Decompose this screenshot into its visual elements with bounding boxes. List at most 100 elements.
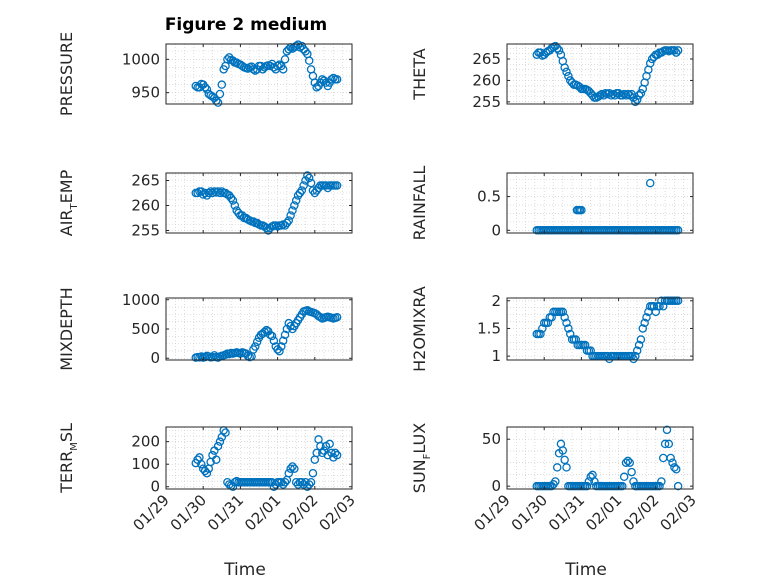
data-point [673, 226, 683, 235]
data-point [317, 448, 327, 458]
series-markers [191, 426, 342, 491]
data-point [278, 336, 288, 345]
data-point [312, 448, 321, 458]
data-point [636, 89, 646, 98]
data-point [284, 216, 294, 225]
y-axis-label: RAINFALL [410, 166, 429, 241]
data-point [215, 89, 225, 99]
y-tick-label: 950 [131, 84, 160, 102]
data-point [267, 331, 277, 341]
y-tick-label: 265 [472, 50, 501, 68]
data-point [606, 91, 616, 100]
data-point [666, 453, 675, 463]
subplot-6: 1 1.5 2 H2OMIXRA [410, 286, 694, 372]
y-tick-label: 0 [491, 221, 501, 239]
data-point [632, 95, 642, 104]
data-point [211, 455, 221, 464]
data-point [213, 98, 223, 107]
data-point [306, 178, 316, 188]
axes-box [165, 426, 353, 490]
subplot-5: 0 500 1000 MIXDEPTH [57, 287, 353, 371]
y-tick-label: 260 [472, 71, 501, 89]
data-point [228, 196, 238, 205]
grid [506, 298, 694, 360]
data-point [552, 463, 562, 472]
data-point [286, 211, 295, 220]
data-point [562, 67, 571, 77]
data-point [303, 171, 312, 180]
grid [506, 173, 694, 233]
y-axis-label: SUNFLUX [410, 423, 433, 493]
data-point [202, 468, 212, 478]
data-point [551, 477, 560, 486]
y-tick-label: 1000 [122, 50, 160, 68]
data-point [668, 458, 677, 467]
axes-box [506, 426, 694, 490]
data-point [304, 480, 314, 489]
data-point [621, 458, 631, 467]
data-point [655, 302, 664, 311]
data-point [280, 330, 290, 340]
data-point [306, 477, 316, 487]
y-axis-label: THETA [410, 48, 429, 100]
y-tick-label: 2 [491, 292, 501, 310]
data-point [197, 459, 206, 469]
data-point [277, 477, 286, 487]
data-point [327, 75, 336, 84]
data-point [657, 477, 666, 486]
series-markers [532, 178, 683, 235]
data-point [558, 307, 568, 317]
data-point [269, 336, 279, 345]
data-point [660, 439, 670, 449]
y-tick-label: 100 [131, 455, 160, 473]
data-point [664, 439, 674, 449]
data-point [226, 193, 236, 203]
data-point [649, 302, 659, 311]
data-point [631, 97, 640, 107]
data-point [288, 462, 297, 471]
data-point [304, 173, 314, 183]
grid [165, 44, 353, 104]
grid [165, 298, 353, 360]
data-point [332, 313, 342, 322]
x-axis-label: Time [564, 560, 607, 580]
data-point [299, 181, 308, 190]
data-point [584, 477, 594, 486]
series-markers [191, 306, 342, 362]
axes-box [165, 172, 353, 234]
data-point [564, 324, 573, 333]
data-point [221, 428, 230, 437]
y-tick-label: 0 [150, 349, 160, 367]
data-point [202, 85, 212, 94]
data-point [265, 330, 275, 340]
data-point [295, 188, 305, 198]
data-point [286, 464, 295, 473]
data-point [217, 80, 227, 89]
data-point [262, 223, 271, 233]
data-point [277, 342, 286, 351]
data-point [275, 346, 284, 356]
data-point [291, 196, 301, 205]
series-markers [191, 40, 342, 107]
series-markers [191, 171, 342, 235]
data-point [672, 48, 681, 57]
y-tick-label: 1 [491, 347, 501, 365]
data-point [562, 463, 571, 472]
data-point [284, 45, 294, 54]
subplot-2: 255 260 265 THETA [410, 41, 694, 111]
data-point [290, 201, 299, 210]
data-point [562, 318, 571, 328]
data-point [327, 448, 336, 458]
data-point [623, 456, 633, 466]
y-axis-label: H2OMIXRA [410, 286, 429, 372]
data-point [288, 206, 297, 215]
data-point [670, 463, 679, 472]
y-axis-label: PRESSURE [57, 32, 76, 116]
data-point [230, 201, 240, 210]
data-point [304, 56, 314, 65]
data-point [297, 186, 307, 195]
figure-title: Figure 2 medium [165, 15, 327, 35]
y-tick-label: 0.5 [477, 188, 501, 206]
data-point [636, 335, 646, 344]
